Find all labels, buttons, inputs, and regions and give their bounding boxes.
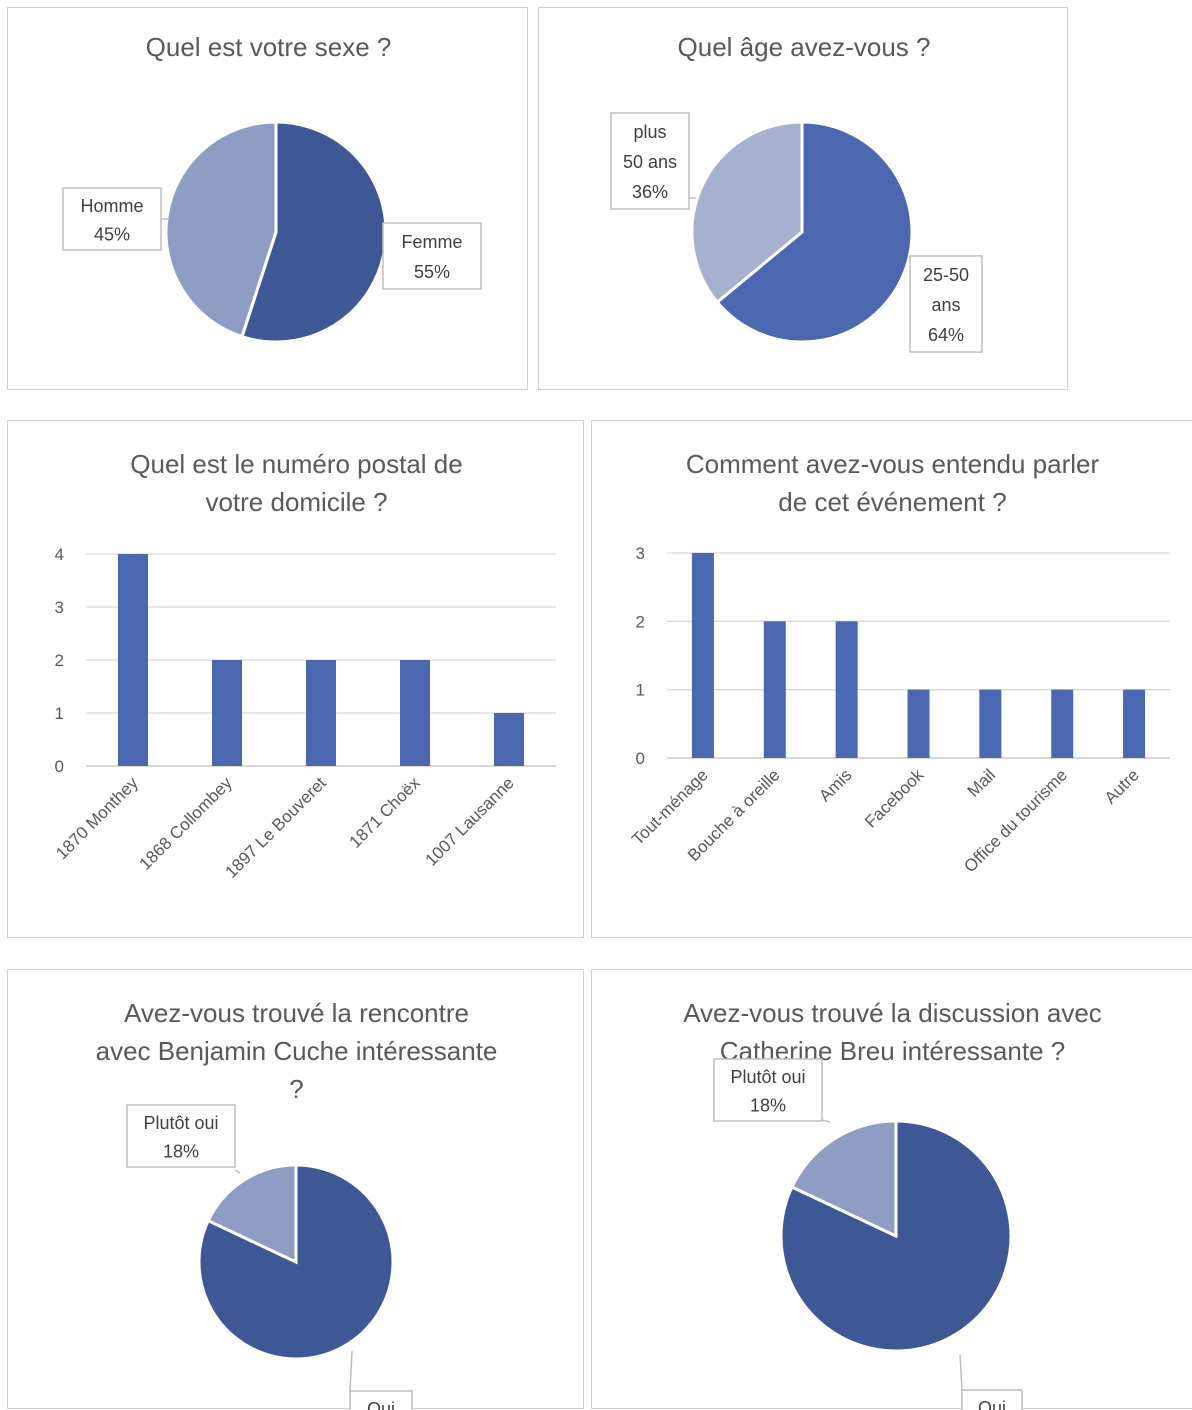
x-tick-label: 1871 Choëx <box>346 773 425 852</box>
bar-1007-lausanne <box>494 713 524 766</box>
x-tick-label: Autre <box>1101 765 1143 807</box>
bar-1871-choex <box>400 660 430 766</box>
x-tick-label: 1870 Monthey <box>52 773 142 863</box>
x-tick-label: 1007 Lausanne <box>421 773 517 869</box>
data-label-25-50-ans: 25-50 ans 64% <box>909 255 983 353</box>
y-tick-label: 2 <box>55 651 64 670</box>
chart-title: Quel est votre sexe ? <box>146 32 392 62</box>
pie-chart-cuche: Avez-vous trouvé la rencontre avec Benjam… <box>96 998 498 1410</box>
y-tick-label: 1 <box>636 681 645 700</box>
y-tick-label: 1 <box>55 704 64 723</box>
data-label-plus-50-ans: plus 50 ans 36% <box>610 112 696 210</box>
bar-facebook <box>907 689 930 758</box>
svg-text:Oui: Oui <box>978 1398 1006 1410</box>
chart-title: Quel âge avez-vous ? <box>678 32 931 62</box>
x-tick-label: Facebook <box>861 765 928 832</box>
chart-title: Comment avez-vous entendu parler <box>686 449 1100 479</box>
y-tick-label: 0 <box>636 749 645 768</box>
svg-text:ans: ans <box>931 295 960 315</box>
chart-title: avec Benjamin Cuche intéressante <box>96 1036 498 1066</box>
pie-slice-plus-50-ans <box>690 120 804 305</box>
data-label-homme: Homme 45% <box>62 187 168 251</box>
svg-text:64%: 64% <box>928 325 964 345</box>
bar-1897-le-bouveret <box>306 660 336 766</box>
y-tick-label: 3 <box>55 598 64 617</box>
pie-slice-plutot-oui <box>206 1163 298 1265</box>
y-tick-label: 0 <box>55 757 64 776</box>
bar-1870-monthey <box>118 554 148 766</box>
chart-title: ? <box>289 1074 303 1104</box>
data-label-femme: Femme 55% <box>382 222 482 290</box>
pie-chart-breu: Avez-vous trouvé la discussion avecCathe… <box>683 998 1102 1410</box>
svg-text:Femme: Femme <box>401 232 462 252</box>
x-tick-label: Amis <box>815 765 855 805</box>
chart-panel-age: Quel âge avez-vous ? 25-50 ans 64% plus 50 an… <box>538 7 1068 390</box>
pie-slice-plutot-oui <box>789 1119 898 1239</box>
svg-text:36%: 36% <box>632 182 668 202</box>
x-tick-label: 1897 Le Bouveret <box>221 773 330 882</box>
svg-text:55%: 55% <box>414 262 450 282</box>
y-tick-label: 3 <box>636 544 645 563</box>
data-label-plutot-oui: Plutôt oui 18% <box>126 1104 241 1174</box>
svg-text:18%: 18% <box>163 1141 199 1161</box>
svg-text:plus: plus <box>633 122 666 142</box>
chart-title: Avez-vous trouvé la rencontre <box>124 998 469 1028</box>
bar-chart-postal: Quel est le numéro postal de votre domici… <box>52 449 556 882</box>
chart-title: Quel est le numéro postal de <box>130 449 462 479</box>
svg-text:45%: 45% <box>94 224 130 244</box>
chart-title: de cet événement ? <box>778 487 1006 517</box>
svg-text:Homme: Homme <box>80 196 143 216</box>
chart-panel-postal: Quel est le numéro postal de votre domici… <box>7 420 584 938</box>
chart-title: Avez-vous trouvé la discussion avec <box>683 998 1102 1028</box>
pie-chart-age: Quel âge avez-vous ? 25-50 ans 64% plus 50 an… <box>610 32 983 353</box>
chart-title: votre domicile ? <box>205 487 387 517</box>
data-label-oui: Oui82% <box>959 1354 1023 1410</box>
data-label-oui: Oui82% <box>349 1350 413 1410</box>
svg-text:Oui: Oui <box>367 1399 395 1410</box>
bar-chart-source: Comment avez-vous entendu parler de cet é… <box>628 449 1170 876</box>
bar-autre <box>1123 689 1146 758</box>
chart-panel-sex: Quel est votre sexe ? Femme 55% Homme 45% <box>7 7 528 390</box>
bar-office-du-tourisme <box>1051 689 1074 758</box>
svg-text:Plutôt oui: Plutôt oui <box>730 1067 805 1087</box>
svg-text:18%: 18% <box>750 1095 786 1115</box>
pie-chart-sex: Quel est votre sexe ? Femme 55% Homme 45% <box>62 32 482 344</box>
bar-amis <box>835 621 858 758</box>
chart-panel-source: Comment avez-vous entendu parler de cet é… <box>591 420 1192 938</box>
chart-panel-cuche: Avez-vous trouvé la rencontre avec Benjam… <box>7 969 584 1410</box>
bar-bouche-a-oreille <box>763 621 786 758</box>
bar-tout-menage <box>691 553 714 758</box>
y-tick-label: 4 <box>55 545 64 564</box>
svg-text:25-50: 25-50 <box>923 265 969 285</box>
svg-text:50 ans: 50 ans <box>623 152 677 172</box>
data-label-plutot-oui: Plutôt oui 18% <box>713 1058 831 1123</box>
pie-slice-25-50-ans <box>715 120 914 344</box>
x-tick-label: 1868 Collombey <box>136 773 237 874</box>
bar-mail <box>979 689 1002 758</box>
x-tick-label: Mail <box>964 765 999 800</box>
pie-slice-homme <box>164 120 278 339</box>
y-tick-label: 2 <box>636 612 645 631</box>
svg-text:Plutôt oui: Plutôt oui <box>143 1113 218 1133</box>
chart-panel-breu: Avez-vous trouvé la discussion avec Cathe… <box>591 969 1192 1410</box>
bar-1868-collombey <box>212 660 242 766</box>
